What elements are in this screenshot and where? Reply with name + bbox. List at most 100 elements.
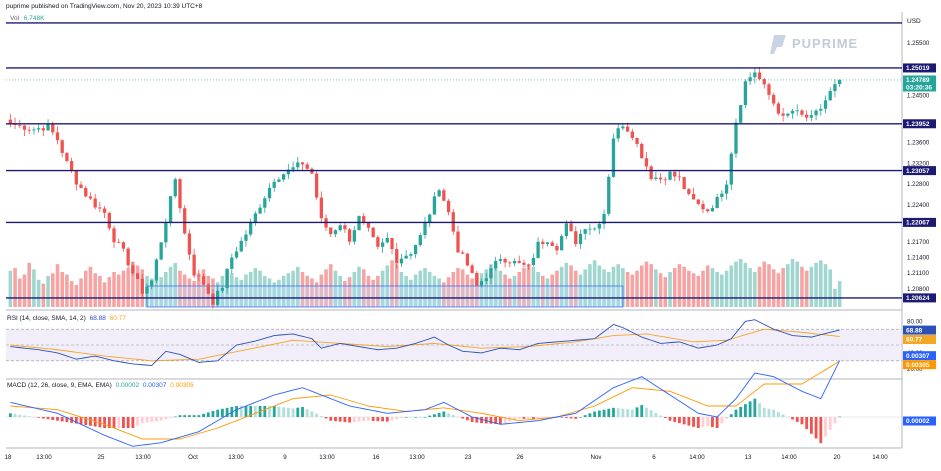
macd-histogram-bar	[187, 415, 191, 417]
candle-body	[550, 242, 554, 246]
volume-bar	[60, 271, 64, 307]
candle-body	[800, 110, 804, 115]
macd-line-value: 0.00307	[142, 382, 167, 389]
volume-bar	[74, 284, 79, 307]
volume-bar	[809, 266, 814, 307]
candle-body	[371, 227, 375, 238]
volume-bar	[573, 270, 578, 307]
volume-bar	[154, 274, 159, 307]
macd-histogram-bar	[272, 406, 276, 417]
volume-bar	[531, 266, 536, 307]
candle-body	[399, 258, 404, 264]
candle-body	[767, 84, 771, 95]
candle-body	[272, 181, 276, 188]
candle-body	[668, 171, 672, 180]
candle-body	[677, 176, 682, 178]
macd-histogram-bar	[640, 405, 644, 417]
time-tick-label: 13:00	[135, 454, 151, 461]
macd-histogram-bar	[296, 407, 300, 417]
macd-histogram-bar	[569, 417, 573, 419]
candle-body	[527, 264, 531, 266]
volume-bar	[451, 271, 456, 307]
volume-bar	[36, 279, 41, 307]
candle-body	[46, 123, 50, 131]
rsi-line	[10, 319, 840, 366]
candle-body	[390, 237, 394, 250]
candle-body	[277, 179, 281, 182]
macd-histogram-bar	[367, 417, 370, 421]
price-tick-label: 1.25500	[907, 40, 930, 47]
macd-histogram-bar	[739, 406, 743, 417]
candle-body	[583, 229, 587, 234]
volume-bar	[762, 261, 767, 307]
rsi-tick-label: 20.00	[907, 366, 923, 373]
macd-histogram-bar	[767, 408, 771, 417]
volume-bar	[46, 275, 50, 307]
candle-body	[338, 225, 342, 231]
macd-histogram-bar	[795, 417, 799, 422]
macd-hist-value: 0.00002	[115, 382, 140, 389]
volume-bar	[498, 270, 503, 307]
volume-bar	[159, 277, 163, 307]
volume-bar	[13, 268, 17, 307]
macd-histogram-bar	[46, 417, 50, 420]
volume-bar	[437, 278, 441, 307]
macd-signal-value: 0.00305	[170, 382, 194, 389]
candle-body	[192, 254, 196, 276]
macd-histogram-bar	[734, 409, 738, 417]
candle-body	[621, 126, 625, 129]
volume-bar	[267, 278, 272, 307]
volume-bar	[470, 278, 474, 307]
candle-body	[635, 138, 639, 144]
macd-histogram-bar	[720, 417, 724, 424]
volume-bar	[79, 278, 83, 307]
rsi-sma-line	[10, 328, 840, 362]
candle-body	[508, 262, 512, 264]
candle-body	[498, 259, 503, 261]
macd-histogram-bar	[65, 417, 69, 423]
rsi-tick-label: 80.00	[907, 319, 923, 326]
macd-histogram-bar	[626, 409, 630, 417]
candle-body	[588, 228, 592, 230]
candle-body	[781, 113, 785, 116]
macd-histogram-bar	[612, 407, 615, 417]
volume-bar	[427, 271, 432, 307]
currency-label: USD	[907, 18, 921, 25]
time-tick-label: 13:00	[409, 454, 425, 461]
candle-body	[522, 262, 526, 265]
macd-histogram-bar	[433, 414, 436, 417]
volume-bar	[677, 264, 682, 307]
volume-bar	[720, 274, 724, 307]
candle-body	[748, 77, 752, 82]
macd-histogram-bar	[678, 417, 681, 424]
candle-body	[555, 245, 559, 251]
macd-histogram-bar	[428, 415, 432, 418]
macd-histogram-bar	[546, 417, 549, 418]
candle-body	[126, 248, 130, 266]
macd-histogram-bar	[696, 417, 700, 428]
candle-body	[663, 179, 667, 181]
candle-body	[32, 129, 36, 131]
macd-histogram-bar	[385, 417, 389, 422]
macd-histogram-bar	[593, 411, 597, 417]
macd-label: MACD (12, 26, close, 9, EMA, EMA)	[7, 382, 112, 389]
candle-body	[117, 242, 121, 244]
candle-body	[757, 72, 762, 80]
macd-histogram-bar	[663, 417, 667, 419]
macd-signal-line	[10, 360, 840, 440]
volume-bar	[710, 268, 715, 307]
volume-bar	[258, 270, 262, 307]
volume-bar	[588, 264, 592, 307]
candle-body	[682, 177, 686, 190]
rsi-label: RSI (14, close, SMA, 14, 2)	[7, 315, 86, 322]
macd-histogram-bar	[791, 417, 794, 420]
volume-bar	[399, 271, 404, 307]
macd-histogram-bar	[654, 412, 658, 418]
candle-body	[687, 189, 691, 194]
candle-body	[715, 196, 719, 209]
volume-bar	[93, 273, 97, 307]
macd-tag-bg	[903, 351, 936, 361]
candle-body	[18, 124, 22, 126]
candle-body	[333, 230, 338, 235]
